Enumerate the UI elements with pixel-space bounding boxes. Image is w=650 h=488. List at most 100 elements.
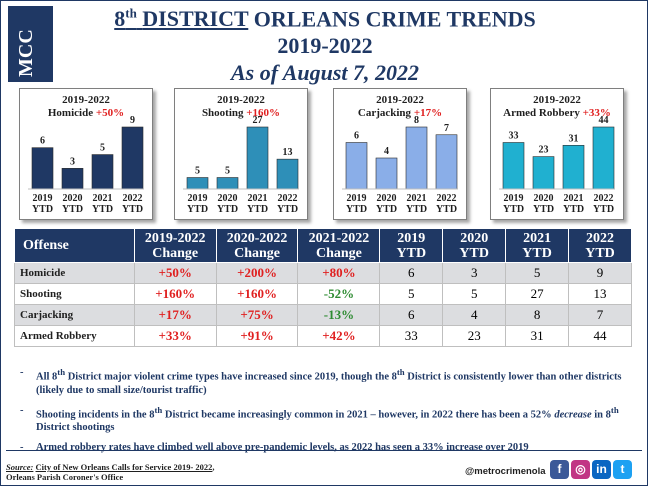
header-2020-2022-change: 2020-2022 Change — [215, 228, 299, 263]
title-district: 8th DISTRICT — [114, 6, 248, 31]
note-emphasis: decrease — [554, 409, 592, 420]
tick-label: YTD — [563, 204, 584, 215]
notes-list: - All 8th District major violent crime t… — [20, 366, 630, 461]
cell-ytd: 13 — [568, 283, 632, 305]
table-row: Carjacking +17% +75% -13% 6 4 8 7 — [14, 304, 632, 326]
cell-ytd: 8 — [505, 304, 570, 326]
tick-label: YTD — [533, 204, 554, 215]
tick-label: YTD — [247, 204, 268, 215]
tick-label: YTD — [92, 204, 113, 215]
source-tail: , — [212, 462, 215, 472]
source-citation: Source: City of New Orleans Calls for Se… — [6, 462, 215, 482]
data-label: 31 — [569, 133, 579, 144]
mini-chart-title-years: 2019-2022 — [533, 94, 581, 106]
tick-label: YTD — [122, 204, 143, 215]
data-label: 4 — [384, 146, 389, 157]
note-text: Shooting incidents in the 8 — [36, 409, 155, 420]
source-link[interactable]: City of New Orleans Calls for Service 20… — [35, 462, 213, 472]
cell-ytd: 7 — [568, 304, 632, 326]
bar — [345, 142, 368, 190]
header-2022-ytd: 2022 YTD — [568, 228, 632, 263]
mini-chart-title-offense: Armed Robbery — [503, 107, 580, 119]
bar — [61, 168, 84, 190]
tick-label: 2020 — [63, 193, 83, 204]
data-label: 5 — [100, 143, 105, 154]
data-label: 5 — [225, 166, 230, 177]
linkedin-icon[interactable]: in — [592, 460, 611, 479]
mini-chart-armed-robbery: 2019-2022 Armed Robbery +33% 33 2019 YTD 23… — [490, 88, 624, 220]
note-text: District major violent crime types have … — [65, 371, 397, 383]
bar — [121, 126, 144, 190]
table-row: Shooting +160% +160% -52% 5 5 27 13 — [14, 283, 632, 305]
tick-label: YTD — [406, 204, 427, 215]
mini-chart-shooting: 2019-2022 Shooting +160% 5 2019 YTD 5 2020 YT… — [174, 88, 308, 220]
tick-label: 2019 — [33, 193, 53, 204]
twitter-icon[interactable]: t — [613, 460, 632, 479]
cell-ytd: 5 — [505, 262, 570, 284]
bar — [31, 147, 54, 190]
cell-change: -13% — [297, 304, 381, 326]
note-text: District is consistently lower than othe… — [36, 371, 622, 396]
bar — [532, 156, 555, 190]
cell-offense: Homicide — [14, 262, 135, 284]
table-row: Homicide +50% +200% +80% 6 3 5 9 — [14, 262, 632, 284]
tick-label: 2019 — [347, 193, 367, 204]
bar — [276, 158, 299, 190]
cell-ytd: 3 — [442, 262, 507, 284]
data-label: 9 — [130, 115, 135, 126]
bar — [435, 134, 458, 190]
bar — [562, 145, 585, 190]
tick-label: 2022 — [278, 193, 298, 204]
source-label: Source: — [6, 462, 34, 472]
tick-label: 2020 — [218, 193, 238, 204]
bar — [375, 157, 398, 190]
bar — [502, 142, 525, 190]
title-district-word: DISTRICT — [142, 6, 249, 32]
note-text: in 8 — [591, 409, 611, 420]
mini-chart-title-offense: Homicide — [47, 107, 94, 119]
note-text: Armed robbery rates have climbed well ab… — [36, 442, 529, 453]
instagram-icon[interactable]: ◎ — [571, 460, 590, 479]
cell-change: +75% — [215, 304, 299, 326]
cell-ytd: 6 — [379, 304, 444, 326]
cell-ytd: 27 — [505, 283, 570, 305]
mini-chart-title-change: +33% — [582, 107, 611, 119]
bullet-dash: - — [20, 442, 24, 453]
bar — [405, 126, 428, 190]
tick-label: YTD — [187, 204, 208, 215]
tick-label: 2021 — [248, 193, 268, 204]
mini-chart-title-years: 2019-2022 — [62, 94, 110, 106]
bar — [91, 154, 114, 190]
cell-change: +91% — [215, 325, 299, 347]
tick-label: 2021 — [564, 193, 584, 204]
tick-label: YTD — [277, 204, 298, 215]
facebook-icon[interactable]: f — [550, 460, 569, 479]
cell-change: +200% — [215, 262, 299, 284]
mini-chart-title-years: 2019-2022 — [376, 94, 424, 106]
note-item: - Shooting incidents in the 8th District… — [20, 404, 630, 435]
table-row: Armed Robbery +33% +91% +42% 33 23 31 44 — [14, 325, 632, 347]
bullet-dash: - — [20, 404, 24, 416]
cell-ytd: 4 — [442, 304, 507, 326]
cell-change: +160% — [133, 283, 217, 305]
tick-label: YTD — [217, 204, 238, 215]
cell-offense: Shooting — [14, 283, 135, 305]
mini-chart-title-offense: Carjacking — [357, 107, 412, 119]
source-line2: Orleans Parish Coroner's Office — [6, 472, 124, 482]
cell-ytd: 6 — [379, 262, 444, 284]
data-label: 6 — [40, 136, 45, 147]
data-label: 27 — [253, 115, 263, 126]
title-years: 2019-2022 — [277, 33, 373, 58]
note-sup: th — [396, 367, 405, 377]
page-title: 8th DISTRICT ORLEANS CRIME TRENDS — [0, 6, 650, 32]
tick-label: YTD — [62, 204, 83, 215]
mini-chart-title-change: +17% — [413, 107, 443, 119]
cell-change: +42% — [297, 325, 381, 347]
data-label: 44 — [599, 115, 609, 126]
data-label: 13 — [283, 147, 293, 158]
tick-label: YTD — [346, 204, 367, 215]
